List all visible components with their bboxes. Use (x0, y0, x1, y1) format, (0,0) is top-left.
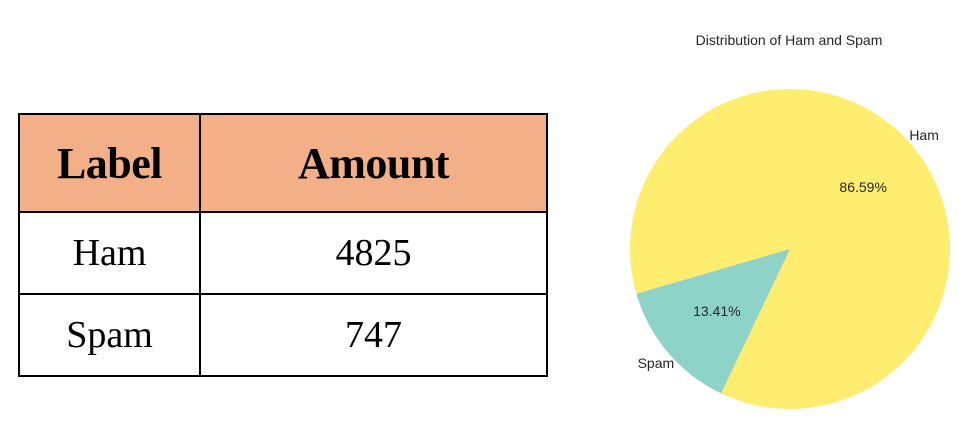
table-header-row: Label Amount (18, 113, 548, 213)
pie-slice-spam (636, 249, 790, 394)
cell-label: Ham (18, 211, 201, 295)
pie-slice-ham (630, 89, 950, 410)
cell-amount: 747 (199, 293, 548, 377)
header-label: Label (18, 113, 201, 213)
pie-category-label-ham: Ham (909, 127, 939, 143)
cell-label: Spam (18, 293, 201, 377)
data-table: Label Amount Ham 4825 Spam 747 (18, 113, 548, 377)
header-amount: Amount (199, 113, 548, 213)
pie-category-label-spam: Spam (638, 355, 675, 371)
table-row: Ham 4825 (18, 211, 548, 295)
chart-title: Distribution of Ham and Spam (696, 32, 883, 48)
cell-amount: 4825 (199, 211, 548, 295)
pie-pct-label-ham: 86.59% (839, 179, 886, 195)
table-row: Spam 747 (18, 293, 548, 377)
pie-chart: Distribution of Ham and Spam 86.59% Ham 13… (630, 32, 950, 410)
pie-pct-label-spam: 13.41% (693, 303, 740, 319)
